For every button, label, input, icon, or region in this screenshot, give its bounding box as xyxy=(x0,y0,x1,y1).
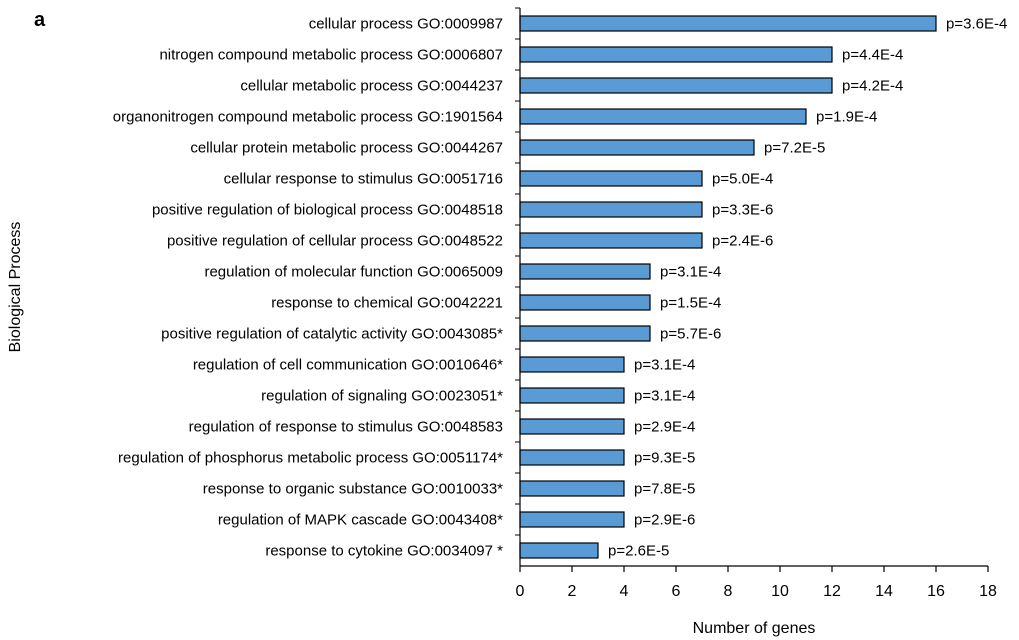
bar xyxy=(519,356,625,373)
category-labels-group: cellular process GO:0009987 nitrogen comp… xyxy=(113,7,520,560)
bar-pvalue-label: p=5.7E-6 xyxy=(660,326,721,343)
x-axis-title: Number of genes xyxy=(693,620,816,637)
category-label: positive regulation of biological proces… xyxy=(152,202,503,219)
bar xyxy=(519,480,625,497)
category-label: organonitrogen compound metabolic proces… xyxy=(113,109,503,126)
bar-pvalue-label: p=5.0E-4 xyxy=(712,171,773,188)
bar xyxy=(519,170,703,187)
bar-pvalue-label: p=7.2E-5 xyxy=(764,140,825,157)
x-tick-label: 6 xyxy=(672,583,681,600)
bar-pvalue-label: p=3.1E-4 xyxy=(634,388,695,405)
x-tick-label: 4 xyxy=(620,583,629,600)
bar-pvalue-label: p=3.1E-4 xyxy=(634,357,695,374)
x-tick-label: 14 xyxy=(875,583,893,600)
bar xyxy=(519,542,599,559)
x-tick-label: 18 xyxy=(979,583,997,600)
category-label: regulation of MAPK cascade GO:0043408* xyxy=(218,512,503,529)
bar-pvalue-label: p=4.2E-4 xyxy=(842,78,903,95)
x-tick-label: 0 xyxy=(516,583,525,600)
bar xyxy=(519,511,625,528)
bar-pvalue-label: p=3.1E-4 xyxy=(660,264,721,281)
bar-pvalue-label: p=7.8E-5 xyxy=(634,481,695,498)
bar xyxy=(519,387,625,404)
bar xyxy=(519,232,703,249)
bar-pvalue-label: p=1.5E-4 xyxy=(660,295,721,312)
bar xyxy=(519,139,755,156)
bar-labels-group: p=3.6E-4 p=4.4E-4 p=4.2E-4 p=1.9E-4 p=7.2E-5… xyxy=(608,16,1007,560)
bar xyxy=(519,15,937,32)
category-label: regulation of response to stimulus GO:00… xyxy=(189,419,503,436)
x-tick-label: 10 xyxy=(771,583,789,600)
bar-pvalue-label: p=3.3E-6 xyxy=(712,202,773,219)
category-label: cellular response to stimulus GO:0051716 xyxy=(224,171,503,188)
category-label: nitrogen compound metabolic process GO:0… xyxy=(159,47,503,64)
bar xyxy=(519,294,651,311)
bar xyxy=(519,418,625,435)
category-label: response to organic substance GO:0010033… xyxy=(203,481,503,498)
bar xyxy=(519,46,833,63)
bar-pvalue-label: p=9.3E-5 xyxy=(634,450,695,467)
category-label: positive regulation of catalytic activit… xyxy=(161,326,503,343)
bar xyxy=(519,108,807,125)
x-tick-label: 12 xyxy=(823,583,841,600)
category-label: cellular protein metabolic process GO:00… xyxy=(190,140,503,157)
category-label: regulation of phosphorus metabolic proce… xyxy=(118,450,503,467)
bar xyxy=(519,325,651,342)
x-tick-label: 8 xyxy=(724,583,733,600)
panel-label: a xyxy=(34,9,46,31)
bar-pvalue-label: p=1.9E-4 xyxy=(816,109,877,126)
bar-pvalue-label: p=2.9E-4 xyxy=(634,419,695,436)
bar-pvalue-label: p=3.6E-4 xyxy=(946,16,1007,33)
bar xyxy=(519,449,625,466)
x-ticks-group: 0 2 4 6 8 10 12 14 16 18 xyxy=(516,566,997,600)
category-label: positive regulation of cellular process … xyxy=(167,233,503,250)
category-label: regulation of cell communication GO:0010… xyxy=(193,357,503,374)
category-label: cellular metabolic process GO:0044237 xyxy=(240,78,503,95)
y-axis-title: Biological Process xyxy=(7,222,24,353)
category-label: regulation of molecular function GO:0065… xyxy=(204,264,503,281)
bars-group xyxy=(519,15,937,559)
category-label: response to cytokine GO:0034097 * xyxy=(265,543,503,560)
bar xyxy=(519,263,651,280)
category-label: cellular process GO:0009987 xyxy=(309,16,503,33)
bar-pvalue-label: p=4.4E-4 xyxy=(842,47,903,64)
x-tick-label: 2 xyxy=(568,583,577,600)
x-tick-label: 16 xyxy=(927,583,945,600)
bar-pvalue-label: p=2.4E-6 xyxy=(712,233,773,250)
bar xyxy=(519,201,703,218)
bar-pvalue-label: p=2.6E-5 xyxy=(608,543,669,560)
category-label: regulation of signaling GO:0023051* xyxy=(261,388,503,405)
bar-pvalue-label: p=2.9E-6 xyxy=(634,512,695,529)
category-label: response to chemical GO:0042221 xyxy=(271,295,503,312)
bar xyxy=(519,77,833,94)
